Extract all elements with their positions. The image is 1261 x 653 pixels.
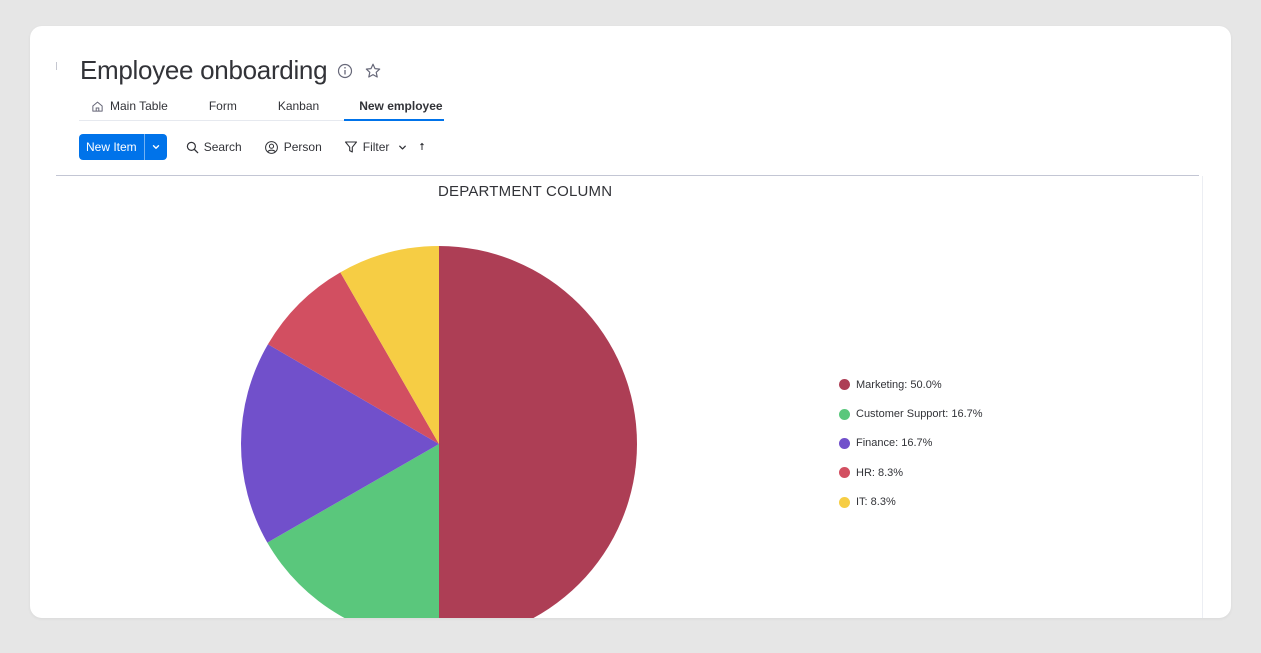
legend-label: Finance: 16.7% [856,437,933,450]
widget-border [1202,176,1203,618]
tab-kanban[interactable]: Kanban [263,92,344,120]
pie-slice-customer-support[interactable] [267,444,439,618]
chevron-down-icon[interactable] [397,142,408,153]
board-title[interactable]: Employee onboarding [80,55,328,85]
legend-item[interactable]: HR: 8.3% [839,458,983,487]
chevron-down-icon [152,145,159,149]
legend-swatch [839,467,850,479]
new-item-button[interactable]: New Item [79,134,144,160]
pie-chart [241,246,637,618]
sort-button[interactable] [418,141,431,153]
legend-item[interactable]: IT: 8.3% [839,488,983,517]
legend-item[interactable]: Marketing: 50.0% [839,370,983,399]
pie-slice-finance[interactable] [241,344,439,543]
tab-new-employee-label: New employee [359,99,443,113]
pie-slice-marketing[interactable] [439,246,637,618]
new-item-split-button: New Item [79,134,167,160]
search-button[interactable]: Search [186,140,242,154]
new-item-dropdown-button[interactable] [143,134,167,160]
view-tabs: Main Table Form Kanban New employee [79,92,444,121]
legend-swatch [839,437,850,449]
chart-legend: Marketing: 50.0% Customer Support: 16.7% F… [839,370,983,517]
legend-label: Marketing: 50.0% [856,378,942,391]
title-actions [336,62,382,80]
tab-form-label: Form [208,99,237,113]
toolbar-divider [56,175,1199,176]
legend-label: HR: 8.3% [856,466,904,479]
home-icon [92,101,103,112]
filter-button[interactable]: Filter [344,140,409,154]
person-icon [264,140,278,154]
legend-swatch [839,379,850,391]
collapse-handle[interactable] [56,62,57,70]
legend-swatch [839,496,850,508]
person-filter-button[interactable]: Person [264,140,322,155]
legend-item[interactable]: Customer Support: 16.7% [839,399,983,428]
info-icon[interactable] [336,62,354,80]
legend-label: Customer Support: 16.7% [856,408,983,421]
pie-slice-it[interactable] [340,246,439,444]
sort-icon [420,142,425,150]
tab-form[interactable]: Form [194,92,263,120]
chart-title: DEPARTMENT COLUMN [438,183,613,200]
filter-label: Filter [362,140,390,154]
new-item-label: New Item [86,140,137,154]
search-icon [186,141,199,153]
legend-item[interactable]: Finance: 16.7% [839,429,983,458]
tab-main-table-label: Main Table [110,99,168,113]
tab-main-table[interactable]: Main Table [79,92,194,120]
filter-icon [344,141,357,153]
search-label: Search [203,140,242,154]
legend-label: IT: 8.3% [856,496,896,509]
tab-kanban-label: Kanban [277,99,320,113]
legend-swatch [839,408,850,420]
star-icon[interactable] [364,62,382,80]
pie-slice-hr[interactable] [267,272,439,444]
board-toolbar: New Item Search Person [79,134,431,160]
board-panel: Employee onboarding Main Table Form Kanb… [30,26,1231,618]
person-label: Person [283,140,322,154]
tab-new-employee[interactable]: New employee [344,92,444,121]
